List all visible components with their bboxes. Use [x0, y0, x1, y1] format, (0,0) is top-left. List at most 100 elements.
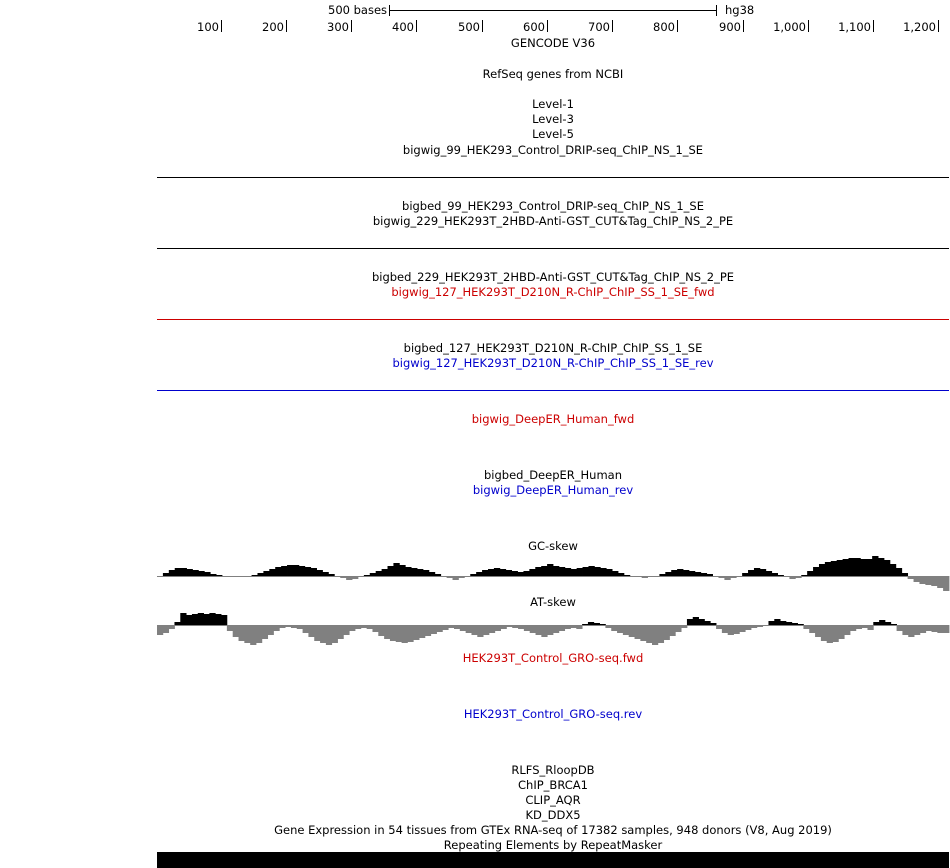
gc-skew-bar — [742, 573, 749, 576]
gc-skew-bar — [233, 576, 241, 577]
track-label-level5[interactable]: Level-5 — [532, 127, 574, 141]
at-skew-bar — [471, 625, 478, 635]
at-skew-bar — [256, 625, 263, 643]
ruler-tick-label: 300 — [327, 20, 349, 34]
gc-skew-bar — [287, 565, 294, 576]
gc-skew-bar — [186, 569, 193, 576]
at-skew-bar — [710, 623, 717, 625]
gc-skew-bar — [688, 571, 696, 576]
track-label-at-skew[interactable]: AT-skew — [530, 595, 576, 609]
gc-skew-bar — [505, 570, 513, 576]
at-skew-bar — [535, 625, 542, 635]
at-skew-bar — [745, 625, 752, 630]
at-skew-bar — [681, 625, 688, 628]
gc-skew-bar — [198, 571, 205, 576]
gc-skew-bar — [730, 576, 737, 578]
ruler-tick-mark — [873, 20, 874, 32]
gc-skew-bar — [174, 568, 182, 576]
gc-skew-bar — [482, 570, 489, 576]
track-label-bigwig-229[interactable]: bigwig_229_HEK293T_2HBD-Anti-GST_CUT&Tag… — [372, 214, 734, 228]
track-label-deeper-fwd[interactable]: bigwig_DeepER_Human_fwd — [471, 412, 635, 426]
track-label-level1[interactable]: Level-1 — [532, 97, 574, 111]
gc-skew-bar — [588, 566, 595, 576]
at-skew-bar — [850, 625, 857, 631]
gc-skew-bar — [304, 567, 312, 576]
track-label-refseq[interactable]: RefSeq genes from NCBI — [482, 67, 624, 81]
track-label-clip-aqr[interactable]: CLIP_AQR — [525, 793, 581, 807]
track-label-gro-rev[interactable]: HEK293T_Control_GRO-seq.rev — [463, 707, 643, 721]
at-skew-bar — [407, 625, 414, 642]
bigwig-229-baseline — [157, 248, 949, 249]
gc-skew-bar — [346, 576, 353, 580]
at-skew-bar — [290, 625, 298, 628]
gc-skew-bar — [310, 568, 317, 576]
track-label-repeatmasker[interactable]: Repeating Elements by RepeatMasker — [443, 838, 663, 852]
at-skew-bar — [337, 625, 344, 639]
ruler-tick-label: 500 — [458, 20, 480, 34]
bigwig-127-rev-baseline — [157, 390, 949, 391]
at-skew-bar — [820, 625, 828, 641]
at-skew-bar — [174, 622, 181, 625]
gc-skew-bar — [665, 572, 672, 576]
track-label-bigwig-127-fwd[interactable]: bigwig_127_HEK293T_D210N_R-ChIP_ChIP_SS_… — [391, 285, 715, 299]
gc-skew-bar — [476, 572, 483, 576]
track-label-gc-skew[interactable]: GC-skew — [528, 539, 578, 553]
gc-skew-bar — [180, 568, 187, 576]
gc-skew-bar — [612, 571, 619, 576]
gc-skew-bar — [275, 567, 282, 576]
ruler-tick-mark — [351, 20, 352, 32]
track-label-chip-brca1[interactable]: ChIP_BRCA1 — [518, 778, 588, 792]
at-skew-bar — [180, 613, 187, 625]
at-skew-bar — [861, 625, 868, 628]
track-label-bigbed-127[interactable]: bigbed_127_HEK293T_D210N_R-ChIP_ChIP_SS_… — [403, 341, 703, 355]
gc-skew-bar — [499, 569, 507, 576]
track-label-kd-ddx5[interactable]: KD_DDX5 — [525, 808, 581, 822]
track-label-deeper-rev[interactable]: bigwig_DeepER_Human_rev — [472, 483, 634, 497]
track-label-deeper-bed[interactable]: bigbed_DeepER_Human — [483, 468, 622, 482]
at-skew-bar — [355, 625, 362, 629]
at-skew-bar — [570, 625, 577, 628]
track-label-rlfs[interactable]: RLFS_RloopDB — [511, 763, 595, 777]
at-skew-bar — [558, 625, 566, 631]
at-skew-bar — [943, 625, 950, 633]
at-skew-bar — [372, 625, 379, 632]
gc-skew-bar — [352, 576, 359, 579]
track-label-bigbed-229[interactable]: bigbed_229_HEK293T_2HBD-Anti-GST_CUT&Tag… — [371, 270, 735, 284]
track-label-level3[interactable]: Level-3 — [532, 112, 574, 126]
gc-skew-bar — [428, 572, 436, 576]
at-skew-bar — [436, 625, 443, 632]
gc-skew-bar — [263, 571, 270, 576]
gc-skew-bar — [824, 562, 832, 576]
at-skew-bar — [331, 625, 338, 643]
gc-skew-graph[interactable] — [157, 548, 950, 598]
track-label-bigbed-99[interactable]: bigbed_99_HEK293_Control_DRIP-seq_ChIP_N… — [402, 199, 704, 213]
at-skew-bar — [704, 621, 711, 625]
gc-skew-bar — [683, 570, 690, 576]
ruler-tick-mark — [743, 20, 744, 32]
at-skew-graph[interactable] — [157, 604, 950, 652]
repeatmasker-feature-bar[interactable] — [157, 852, 949, 868]
at-skew-bar — [349, 625, 356, 631]
track-label-bigwig-99[interactable]: bigwig_99_HEK293_Control_DRIP-seq_ChIP_N… — [402, 143, 704, 157]
track-label-gtex[interactable]: Gene Expression in 54 tissues from GTEx … — [274, 823, 832, 837]
gc-skew-bar — [931, 576, 938, 586]
at-skew-bar — [523, 625, 531, 631]
gc-skew-bar — [818, 564, 826, 576]
track-label-gro-fwd[interactable]: HEK293T_Control_GRO-seq.fwd — [462, 651, 644, 665]
gc-skew-bar — [582, 567, 589, 576]
at-skew-bar — [203, 614, 210, 625]
gc-skew-bar — [535, 567, 542, 576]
track-label-gencode[interactable]: GENCODE V36 — [510, 36, 596, 50]
ruler-tick-mark — [286, 20, 287, 32]
at-skew-bar — [157, 625, 164, 635]
gc-skew-bar — [292, 565, 300, 576]
scale-bar-right-cap — [716, 5, 717, 16]
at-skew-bar — [640, 625, 647, 641]
gc-skew-bar — [517, 572, 524, 576]
at-skew-bar — [261, 625, 269, 639]
at-skew-bar — [582, 624, 589, 625]
at-skew-bar — [721, 625, 729, 633]
track-label-bigwig-127-rev[interactable]: bigwig_127_HEK293T_D210N_R-ChIP_ChIP_SS_… — [392, 356, 714, 370]
ruler-tick-label: 900 — [719, 20, 741, 34]
at-skew-bar — [605, 625, 612, 628]
